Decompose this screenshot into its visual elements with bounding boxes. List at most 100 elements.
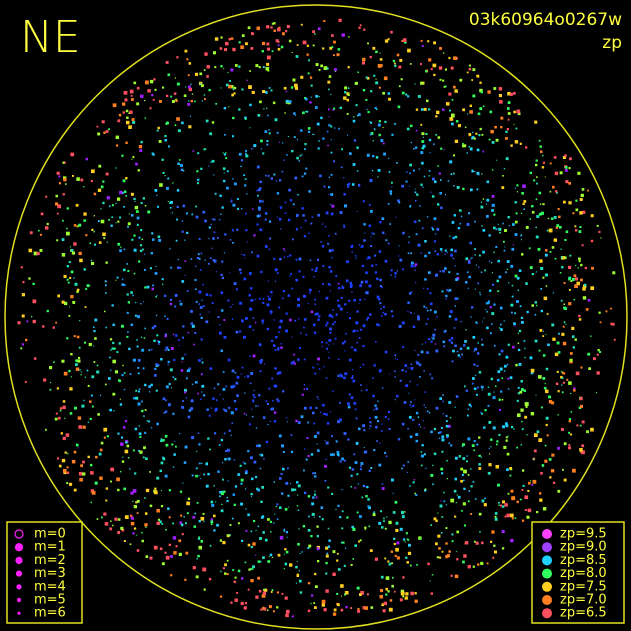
star bbox=[451, 113, 455, 118]
magnitude-marker bbox=[16, 597, 22, 603]
star bbox=[487, 386, 490, 388]
star bbox=[438, 172, 441, 175]
star bbox=[235, 288, 238, 291]
star bbox=[28, 248, 33, 253]
star bbox=[433, 240, 436, 243]
star bbox=[266, 42, 270, 46]
star bbox=[196, 502, 199, 504]
star bbox=[568, 167, 571, 170]
star bbox=[402, 538, 406, 541]
star bbox=[376, 323, 379, 326]
star bbox=[201, 299, 203, 301]
star bbox=[239, 330, 242, 333]
star bbox=[90, 501, 92, 504]
star bbox=[556, 370, 559, 373]
star bbox=[470, 468, 472, 470]
star bbox=[295, 258, 298, 261]
star bbox=[347, 185, 350, 188]
star bbox=[511, 247, 515, 251]
star bbox=[396, 358, 398, 361]
star bbox=[477, 113, 479, 115]
star bbox=[472, 94, 476, 98]
star bbox=[192, 516, 196, 519]
star bbox=[343, 177, 345, 179]
star bbox=[506, 260, 510, 263]
star bbox=[542, 377, 546, 380]
star bbox=[540, 288, 543, 290]
star bbox=[66, 278, 69, 281]
star bbox=[268, 220, 272, 223]
star bbox=[255, 298, 257, 300]
star bbox=[423, 287, 425, 289]
star bbox=[238, 41, 241, 44]
star bbox=[273, 22, 276, 25]
star bbox=[381, 603, 385, 607]
star bbox=[522, 184, 526, 188]
star bbox=[122, 111, 125, 114]
star bbox=[112, 359, 116, 364]
star bbox=[170, 200, 173, 204]
star bbox=[221, 490, 224, 494]
star bbox=[329, 270, 333, 273]
star bbox=[494, 515, 497, 518]
star bbox=[126, 116, 129, 119]
star bbox=[488, 260, 491, 262]
star bbox=[356, 310, 359, 313]
star bbox=[267, 55, 271, 60]
star bbox=[267, 175, 270, 177]
star bbox=[368, 224, 371, 227]
star bbox=[379, 595, 383, 599]
star bbox=[445, 434, 449, 438]
star bbox=[132, 358, 136, 362]
star bbox=[267, 518, 270, 521]
star bbox=[498, 275, 502, 279]
star bbox=[231, 318, 234, 320]
star bbox=[62, 405, 66, 410]
star bbox=[415, 200, 417, 202]
star bbox=[552, 481, 556, 484]
star bbox=[118, 113, 122, 117]
star bbox=[135, 162, 138, 166]
star bbox=[204, 259, 206, 261]
star bbox=[135, 210, 139, 213]
star bbox=[114, 370, 118, 374]
star bbox=[421, 227, 424, 230]
star bbox=[178, 129, 181, 133]
star bbox=[62, 161, 65, 164]
star bbox=[441, 251, 443, 253]
star bbox=[141, 248, 144, 251]
star bbox=[259, 370, 262, 373]
star bbox=[492, 396, 496, 400]
star bbox=[314, 490, 316, 492]
star bbox=[295, 278, 298, 282]
star bbox=[515, 127, 518, 130]
star bbox=[291, 287, 294, 290]
star bbox=[327, 527, 330, 530]
star bbox=[529, 171, 532, 175]
star bbox=[66, 265, 69, 268]
star bbox=[199, 82, 202, 85]
star bbox=[231, 422, 233, 424]
star bbox=[225, 152, 227, 154]
star bbox=[383, 601, 387, 606]
star bbox=[365, 98, 368, 101]
star bbox=[123, 388, 126, 391]
star bbox=[325, 342, 328, 344]
star bbox=[105, 326, 107, 329]
star bbox=[330, 212, 334, 216]
star bbox=[167, 507, 170, 510]
star bbox=[260, 608, 263, 611]
star bbox=[470, 316, 472, 318]
star bbox=[328, 75, 332, 78]
star bbox=[324, 464, 327, 468]
star bbox=[343, 224, 345, 226]
star bbox=[502, 222, 504, 225]
star bbox=[198, 359, 201, 362]
star bbox=[215, 103, 217, 105]
star bbox=[396, 394, 399, 398]
star bbox=[245, 229, 248, 232]
star bbox=[439, 191, 442, 195]
star bbox=[384, 313, 387, 316]
star bbox=[448, 288, 452, 292]
star bbox=[311, 594, 314, 597]
